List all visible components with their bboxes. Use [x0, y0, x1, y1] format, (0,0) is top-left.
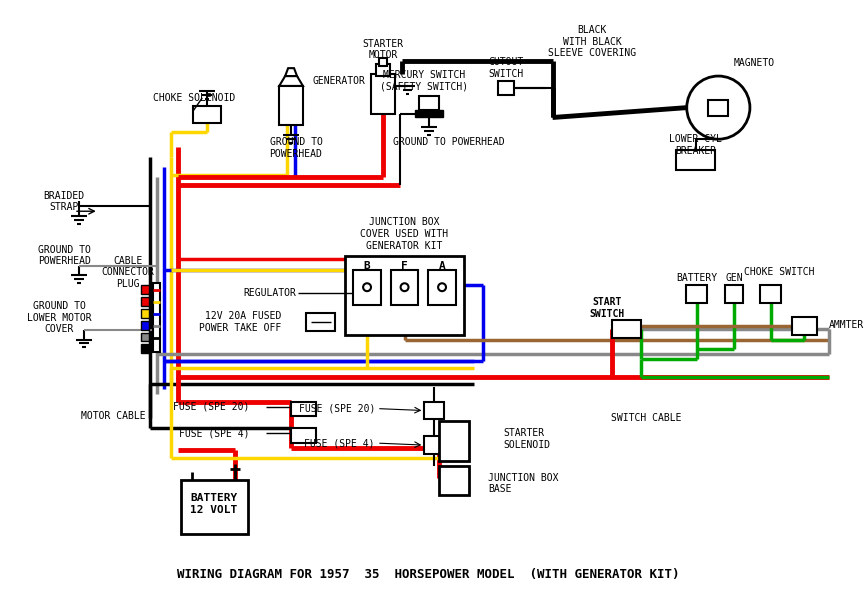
Text: FUSE (SPE 4): FUSE (SPE 4) [305, 438, 375, 448]
Text: GENERATOR: GENERATOR [312, 76, 365, 86]
Text: FUSE (SPE 4): FUSE (SPE 4) [179, 428, 250, 438]
FancyBboxPatch shape [141, 297, 149, 306]
Circle shape [438, 283, 446, 291]
FancyBboxPatch shape [153, 283, 160, 352]
Text: A: A [438, 261, 445, 270]
Text: SWITCH CABLE: SWITCH CABLE [611, 413, 681, 424]
FancyBboxPatch shape [416, 110, 443, 118]
Text: JUNCTION BOX
BASE: JUNCTION BOX BASE [489, 473, 559, 494]
FancyBboxPatch shape [428, 270, 456, 305]
FancyBboxPatch shape [371, 74, 395, 113]
FancyBboxPatch shape [141, 333, 149, 342]
Text: START
SWITCH: START SWITCH [589, 297, 624, 319]
FancyBboxPatch shape [345, 256, 464, 335]
Text: BRAIDED
STRAP: BRAIDED STRAP [43, 190, 85, 212]
Text: B: B [364, 261, 371, 270]
Text: F: F [401, 261, 408, 270]
Text: CUTOUT
SWITCH: CUTOUT SWITCH [489, 58, 523, 79]
Text: GROUND TO POWERHEAD: GROUND TO POWERHEAD [393, 137, 505, 147]
FancyBboxPatch shape [306, 313, 336, 331]
Text: BLACK
WITH BLACK
SLEEVE COVERING: BLACK WITH BLACK SLEEVE COVERING [548, 25, 636, 58]
Circle shape [687, 76, 750, 139]
Text: STARTER
SOLENOID: STARTER SOLENOID [503, 428, 550, 450]
FancyBboxPatch shape [194, 105, 221, 124]
Text: GROUND TO
LOWER MOTOR
COVER: GROUND TO LOWER MOTOR COVER [27, 301, 91, 335]
FancyBboxPatch shape [291, 402, 316, 416]
FancyBboxPatch shape [498, 81, 514, 95]
FancyBboxPatch shape [424, 436, 444, 454]
FancyBboxPatch shape [376, 64, 390, 76]
Text: FUSE (SPE 20): FUSE (SPE 20) [174, 402, 250, 411]
FancyBboxPatch shape [291, 428, 316, 443]
Polygon shape [279, 86, 303, 125]
Circle shape [363, 283, 371, 291]
Text: CABLE
CONNECTOR
PLUG: CABLE CONNECTOR PLUG [102, 256, 155, 289]
FancyBboxPatch shape [708, 100, 728, 116]
FancyBboxPatch shape [792, 317, 817, 335]
FancyBboxPatch shape [760, 285, 781, 303]
FancyBboxPatch shape [353, 270, 381, 305]
Text: GEN: GEN [726, 273, 743, 284]
Text: GROUND TO
POWERHEAD: GROUND TO POWERHEAD [37, 245, 90, 267]
Text: REGULATOR: REGULATOR [243, 288, 296, 298]
FancyBboxPatch shape [424, 402, 444, 419]
Text: LOWER CYL
BREAKER: LOWER CYL BREAKER [669, 135, 722, 156]
Text: MAGNETO: MAGNETO [733, 58, 774, 68]
FancyBboxPatch shape [141, 285, 149, 294]
Text: MERCURY SWITCH
(SAFETY SWITCH): MERCURY SWITCH (SAFETY SWITCH) [380, 70, 469, 92]
FancyBboxPatch shape [419, 96, 439, 110]
Text: BATTERY
12 VOLT: BATTERY 12 VOLT [190, 493, 238, 515]
Text: CHOKE SOLENOID: CHOKE SOLENOID [153, 93, 235, 103]
Text: STARTER
MOTOR: STARTER MOTOR [362, 39, 404, 60]
Text: WIRING DIAGRAM FOR 1957  35  HORSEPOWER MODEL  (WITH GENERATOR KIT): WIRING DIAGRAM FOR 1957 35 HORSEPOWER MO… [177, 568, 680, 581]
Circle shape [401, 283, 409, 291]
FancyBboxPatch shape [676, 150, 715, 170]
FancyBboxPatch shape [141, 309, 149, 318]
FancyBboxPatch shape [181, 479, 247, 534]
Polygon shape [286, 68, 297, 76]
FancyBboxPatch shape [726, 285, 743, 303]
FancyBboxPatch shape [439, 421, 469, 461]
FancyBboxPatch shape [612, 320, 641, 338]
Polygon shape [279, 76, 303, 86]
Text: MOTOR CABLE: MOTOR CABLE [82, 411, 146, 422]
FancyBboxPatch shape [379, 58, 387, 66]
FancyBboxPatch shape [686, 285, 707, 303]
FancyBboxPatch shape [391, 270, 418, 305]
Text: BATTERY: BATTERY [676, 273, 717, 284]
Text: JUNCTION BOX
COVER USED WITH
GENERATOR KIT: JUNCTION BOX COVER USED WITH GENERATOR K… [360, 218, 449, 250]
FancyBboxPatch shape [141, 344, 149, 353]
Text: 12V 20A FUSED
POWER TAKE OFF: 12V 20A FUSED POWER TAKE OFF [199, 311, 281, 333]
FancyBboxPatch shape [141, 321, 149, 330]
FancyBboxPatch shape [439, 466, 469, 496]
Text: AMMTER: AMMTER [829, 320, 865, 330]
Text: GROUND TO
POWERHEAD: GROUND TO POWERHEAD [270, 138, 322, 159]
Text: FUSE (SPE 20): FUSE (SPE 20) [299, 404, 375, 413]
Text: CHOKE SWITCH: CHOKE SWITCH [744, 267, 815, 278]
